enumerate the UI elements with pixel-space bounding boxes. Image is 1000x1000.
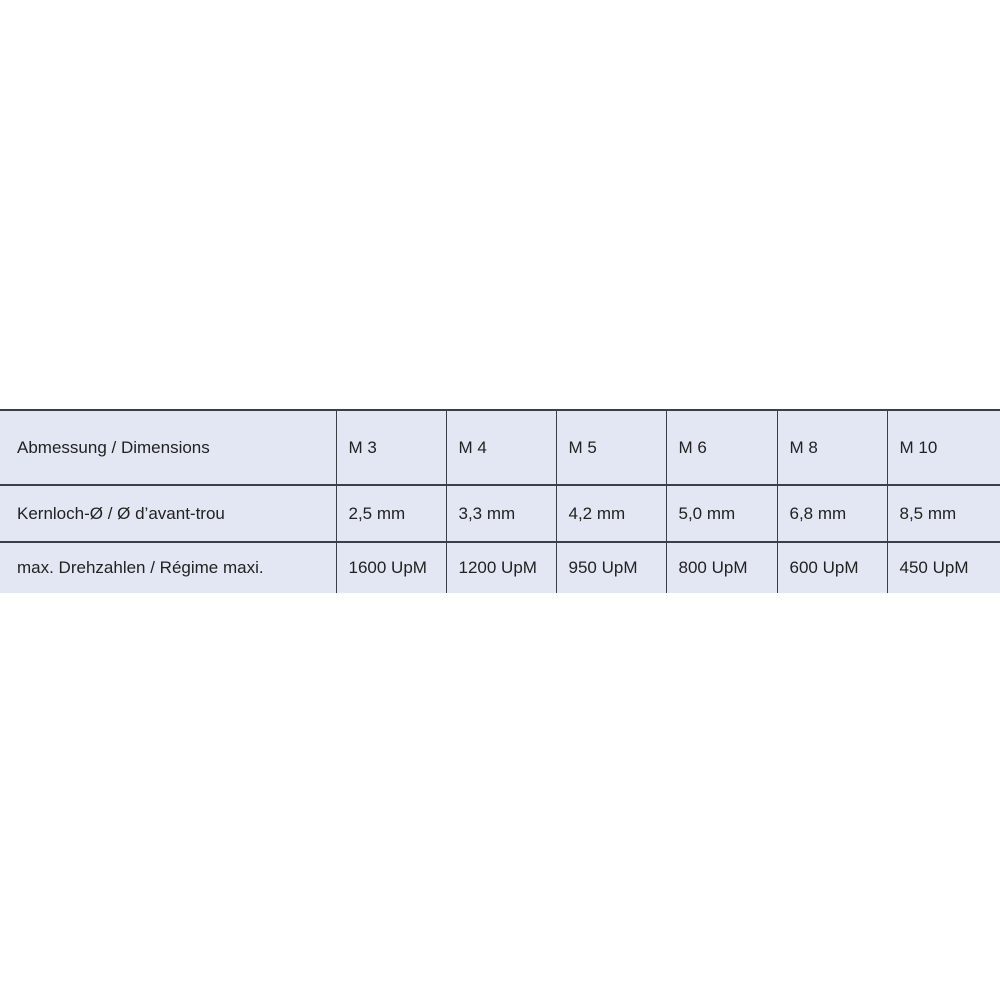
table-cell: M 8 <box>776 410 887 485</box>
table-row-max-speed: max. Drehzahlen / Régime maxi. 1600 UpM … <box>0 542 1000 593</box>
table-cell: M 4 <box>445 410 556 485</box>
table-cell: 3,3 mm <box>445 485 556 542</box>
table-cell: 950 UpM <box>555 542 666 593</box>
table-cell: 4,2 mm <box>555 485 666 542</box>
table-cell: 600 UpM <box>776 542 887 593</box>
row-label: Kernloch-Ø / Ø d’avant-trou <box>17 503 225 523</box>
table-cell: 6,8 mm <box>776 485 887 542</box>
table-cell: 1600 UpM <box>335 542 446 593</box>
table-cell: M 3 <box>335 410 446 485</box>
table-cell: 8,5 mm <box>886 485 1000 542</box>
table-cell: M 10 <box>886 410 1000 485</box>
table-row-dimensions: Abmessung / Dimensions M 3 M 4 M 5 M 6 M… <box>0 410 1000 485</box>
table-cell: 800 UpM <box>665 542 777 593</box>
row-label: max. Drehzahlen / Régime maxi. <box>17 558 264 577</box>
row-label: Abmessung / Dimensions <box>17 437 210 457</box>
table-cell: 5,0 mm <box>665 485 777 542</box>
table-cell: M 5 <box>555 410 666 485</box>
table-cell: 450 UpM <box>886 542 1000 593</box>
table-cell: 2,5 mm <box>335 485 446 542</box>
table-cell: 1200 UpM <box>445 542 556 593</box>
spec-table: Abmessung / Dimensions M 3 M 4 M 5 M 6 M… <box>0 409 1000 593</box>
table-cell: M 6 <box>665 410 777 485</box>
table-row-core-hole: Kernloch-Ø / Ø d’avant-trou 2,5 mm 3,3 m… <box>0 485 1000 542</box>
